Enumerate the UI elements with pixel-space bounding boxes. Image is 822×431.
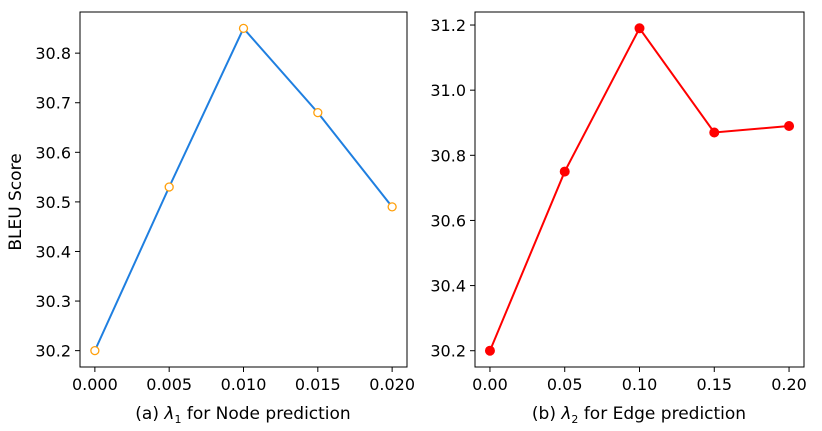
chart-a-x-ticks: 0.000 0.005 0.010 0.015 0.020 xyxy=(72,367,415,394)
chart-b-xlabel: (b) λ2 for Edge prediction xyxy=(532,404,746,426)
y-tick-label: 30.7 xyxy=(35,94,71,113)
chart-a-series xyxy=(90,23,397,356)
y-tick-label: 30.4 xyxy=(35,242,71,261)
y-tick-label: 30.8 xyxy=(430,146,466,165)
data-point xyxy=(559,166,570,177)
chart-a-y-ticks: 30.2 30.3 30.4 30.5 30.6 30.7 30.8 xyxy=(35,44,80,361)
y-tick-label: 30.6 xyxy=(430,211,466,230)
chart-b-xlabel-symbol: λ xyxy=(560,404,571,424)
data-point xyxy=(313,107,323,118)
chart-b-xlabel-sub: 2 xyxy=(571,413,578,426)
chart-b-frame xyxy=(474,11,805,368)
y-tick-label: 31.0 xyxy=(430,81,466,100)
chart-b-series xyxy=(484,23,795,356)
y-tick-label: 30.8 xyxy=(35,44,71,63)
y-tick-label: 31.2 xyxy=(430,16,466,35)
y-tick-label: 30.5 xyxy=(35,193,71,212)
x-tick-label: 0.020 xyxy=(369,375,415,394)
chart-a-xlabel: (a) λ1 for Node prediction xyxy=(135,404,350,426)
data-point xyxy=(784,120,795,131)
chart-a-frame xyxy=(79,11,408,368)
x-tick-label: 0.00 xyxy=(472,375,508,394)
x-tick-label: 0.010 xyxy=(221,375,267,394)
x-tick-label: 0.15 xyxy=(696,375,732,394)
chart-b-x-ticks: 0.00 0.05 0.10 0.15 0.20 xyxy=(472,367,807,394)
series-line xyxy=(93,26,393,352)
y-tick-label: 30.2 xyxy=(35,342,71,361)
series-line xyxy=(489,26,790,352)
data-point xyxy=(387,202,397,212)
chart-a-xlabel-prefix: (a) xyxy=(135,404,164,424)
y-tick-label: 30.2 xyxy=(430,342,466,361)
chart-a-ylabel: BLEU Score xyxy=(6,153,26,250)
chart-a: BLEU Score 30.230.330.430.530.630.730.8 … xyxy=(6,11,415,426)
data-point xyxy=(484,345,495,356)
data-point xyxy=(238,23,249,34)
data-point xyxy=(90,345,100,356)
data-point xyxy=(709,127,720,138)
x-tick-label: 0.05 xyxy=(547,375,583,394)
data-point xyxy=(634,23,645,34)
y-tick-label: 30.4 xyxy=(430,277,466,296)
x-tick-label: 0.005 xyxy=(146,375,192,394)
data-point xyxy=(164,182,174,192)
chart-a-xlabel-sub: 1 xyxy=(174,413,181,426)
y-tick-label: 30.3 xyxy=(35,292,71,311)
chart-b-xlabel-prefix: (b) xyxy=(532,404,561,424)
x-tick-label: 0.10 xyxy=(622,375,658,394)
x-tick-label: 0.000 xyxy=(72,375,118,394)
y-tick-label: 30.6 xyxy=(35,143,71,162)
x-tick-label: 0.20 xyxy=(771,375,807,394)
x-tick-label: 0.015 xyxy=(295,375,341,394)
chart-b: 30.2 30.4 30.6 30.8 31.0 31.2 0.00 0.05 0.10 0.1… xyxy=(430,11,807,426)
chart-a-xlabel-symbol: λ xyxy=(163,404,174,424)
chart-b-y-ticks: 30.2 30.4 30.6 30.8 31.0 31.2 xyxy=(430,16,475,361)
chart-a-xlabel-suffix: for Node prediction xyxy=(181,404,350,424)
chart-b-xlabel-suffix: for Edge prediction xyxy=(578,404,746,424)
